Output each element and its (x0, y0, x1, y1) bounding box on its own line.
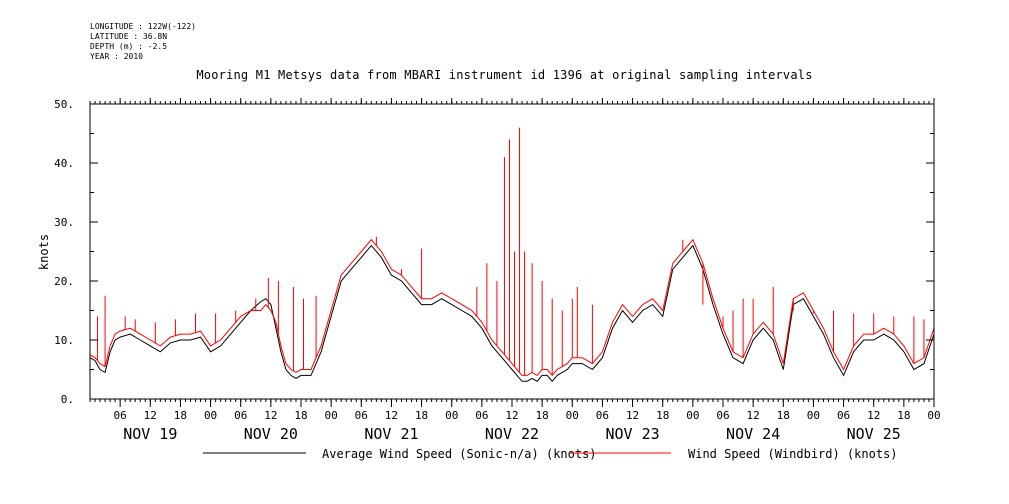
x-tick-label: 00 (204, 409, 217, 422)
x-tick-label: 12 (505, 409, 518, 422)
x-tick-label: 00 (927, 409, 940, 422)
y-tick-label: 50. (54, 98, 74, 111)
x-tick-label: 06 (716, 409, 729, 422)
x-tick-label: 06 (837, 409, 850, 422)
x-day-label: NOV 20 (244, 425, 298, 443)
y-tick-label: 40. (54, 157, 74, 170)
x-tick-label: 12 (747, 409, 760, 422)
x-tick-label: 06 (475, 409, 488, 422)
x-tick-label: 00 (325, 409, 338, 422)
depth-label: DEPTH (m) : -2.5 (90, 42, 168, 51)
x-tick-label: 00 (566, 409, 579, 422)
x-tick-label: 18 (656, 409, 669, 422)
axes-layer: 0. 10. 20. 30. 40. 50. 06 12 18 00 06 12 18 00 06 12 18 0… (54, 98, 941, 443)
x-day-label: NOV 22 (485, 425, 539, 443)
x-day-label: NOV 25 (847, 425, 901, 443)
x-day-label: NOV 24 (726, 425, 780, 443)
y-tick-label: 0. (61, 393, 74, 406)
y-axis-label: knots (37, 234, 51, 270)
x-tick-label: 06 (596, 409, 609, 422)
x-tick-label: 18 (536, 409, 549, 422)
metadata-block: LONGITUDE : 122W(-122) LATITUDE : 36.8N … (90, 22, 196, 62)
legend-label-windbird: Wind Speed (Windbird) (knots) (688, 447, 898, 461)
x-tick-label: 18 (294, 409, 307, 422)
x-tick-label: 18 (415, 409, 428, 422)
x-tick-label: 12 (626, 409, 639, 422)
longitude-label: LONGITUDE : 122W(-122) (90, 22, 196, 31)
legend: Average Wind Speed (Sonic-n/a) (knots) W… (203, 447, 898, 461)
plot-frame (89, 103, 935, 400)
x-day-label: NOV 19 (123, 425, 177, 443)
chart-title: Mooring M1 Metsys data from MBARI instru… (196, 68, 813, 82)
latitude-label: LATITUDE : 36.8N (90, 32, 168, 41)
x-tick-label: 00 (686, 409, 699, 422)
x-tick-label: 12 (385, 409, 398, 422)
x-tick-label: 00 (445, 409, 458, 422)
x-tick-label: 18 (777, 409, 790, 422)
year-label: YEAR : 2010 (90, 52, 143, 61)
x-tick-label: 12 (867, 409, 880, 422)
series-layer (89, 127, 935, 383)
legend-label-average-wind: Average Wind Speed (Sonic-n/a) (knots) (322, 447, 597, 461)
y-tick-label: 30. (54, 216, 74, 229)
x-tick-label: 00 (807, 409, 820, 422)
x-tick-label: 18 (897, 409, 910, 422)
x-tick-label: 06 (234, 409, 247, 422)
x-day-label: NOV 21 (364, 425, 418, 443)
series-line-average-wind (89, 244, 935, 383)
y-tick-label: 20. (54, 275, 74, 288)
x-tick-label: 12 (144, 409, 157, 422)
x-tick-label: 06 (114, 409, 127, 422)
x-tick-label: 06 (355, 409, 368, 422)
x-day-label: NOV 23 (605, 425, 659, 443)
x-tick-label: 12 (264, 409, 277, 422)
y-tick-label: 10. (54, 334, 74, 347)
series-line-windbird (89, 238, 935, 377)
x-tick-label: 18 (174, 409, 187, 422)
